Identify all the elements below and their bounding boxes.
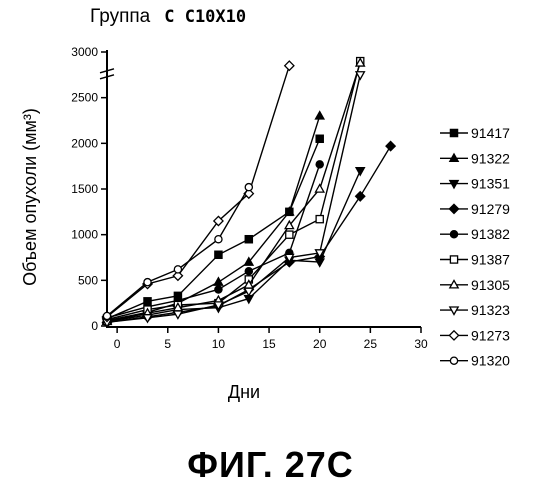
y-axis-label: Объем опухоли (мм³)	[20, 108, 40, 286]
data-point-91351	[354, 166, 366, 177]
legend-label-91273: 91273	[471, 327, 510, 343]
tumor-volume-chart: 0 500 1000 1500 2000 2500 3000 0 5 10 15 20 25 30 Дни О…	[20, 45, 510, 402]
series-line-91387	[106, 60, 361, 321]
data-point-91322	[314, 110, 326, 120]
x-tick-label: 25	[364, 337, 378, 351]
data-point-91323	[354, 71, 366, 81]
x-tick-label: 0	[114, 337, 121, 351]
legend-marker-91382	[449, 229, 459, 239]
legend-label-91323: 91323	[471, 302, 510, 318]
y-tick-label: 3000	[71, 45, 98, 59]
legend-label-91320: 91320	[471, 353, 510, 369]
x-tick-label: 5	[164, 337, 171, 351]
data-point-91387	[285, 230, 294, 239]
chart-title-group: C C10X10	[164, 7, 247, 27]
legend-label-91417: 91417	[471, 125, 510, 141]
legend-marker-91305	[448, 279, 460, 289]
legend-label-91382: 91382	[471, 226, 510, 242]
data-point-91305	[354, 57, 366, 67]
data-point-91323	[243, 287, 255, 298]
data-point-91322	[284, 206, 295, 216]
data-point-91382	[244, 266, 254, 276]
series-line-91305	[106, 62, 361, 323]
data-point-91382	[214, 285, 223, 294]
y-tick-label: 2000	[71, 136, 98, 150]
data-point-91320	[143, 277, 152, 287]
data-point-91417	[214, 250, 223, 260]
legend-label-91387: 91387	[471, 252, 510, 268]
data-point-91320	[102, 311, 112, 321]
x-axis-label: Дни	[228, 382, 260, 402]
data-point-91322	[243, 256, 255, 266]
data-point-91323	[314, 249, 326, 259]
y-tick-label: 1000	[71, 228, 98, 242]
x-tick-label: 30	[414, 337, 428, 351]
data-point-91323	[172, 310, 184, 320]
x-tick-label: 10	[212, 337, 226, 351]
data-point-91417	[315, 134, 324, 144]
x-tick-label: 15	[262, 337, 276, 351]
data-point-91320	[244, 182, 254, 192]
figure-label: ФИГ. 27C	[187, 444, 354, 485]
y-axis-break-mark	[99, 74, 115, 80]
legend-label-91351: 91351	[471, 176, 510, 192]
legend-marker-91387	[449, 255, 459, 264]
data-point-91273	[172, 270, 184, 282]
series-line-91323	[106, 74, 361, 324]
y-tick-label: 2500	[71, 91, 98, 105]
x-tick-label: 20	[313, 337, 327, 351]
legend-marker-91322	[448, 152, 460, 163]
y-tick-label: 500	[78, 273, 98, 287]
data-point-91387	[315, 214, 324, 224]
legend-marker-91279	[448, 203, 460, 215]
series-line-91382	[106, 164, 321, 319]
data-point-91305	[314, 183, 326, 193]
data-point-91323	[142, 314, 153, 324]
chart-title-prefix: Группа	[90, 6, 151, 27]
data-point-91320	[173, 265, 183, 274]
data-point-91322	[213, 276, 224, 286]
data-point-91279	[385, 140, 397, 152]
data-point-91382	[315, 160, 324, 169]
data-point-91320	[214, 234, 223, 244]
legend-marker-91417	[449, 128, 459, 138]
legend-marker-91320	[449, 356, 459, 365]
data-point-91279	[354, 190, 366, 202]
data-point-91273	[212, 215, 224, 227]
data-point-91273	[283, 60, 295, 72]
data-point-91323	[213, 301, 224, 311]
data-point-91417	[244, 234, 254, 244]
y-tick-label: 1500	[71, 182, 98, 196]
y-tick-label: 0	[91, 319, 98, 333]
data-point-91323	[284, 253, 295, 264]
legend-label-91305: 91305	[471, 277, 510, 293]
legend-marker-91273	[448, 329, 460, 341]
chart-title: Группа C C10X10	[90, 6, 246, 28]
legend-label-91279: 91279	[471, 201, 510, 217]
legend-label-91322: 91322	[471, 150, 510, 166]
legend-marker-91323	[448, 306, 460, 316]
data-point-91305	[284, 219, 295, 230]
y-axis-break-mark	[99, 68, 115, 74]
legend-marker-91351	[448, 179, 460, 190]
series-line-91273	[106, 65, 290, 318]
